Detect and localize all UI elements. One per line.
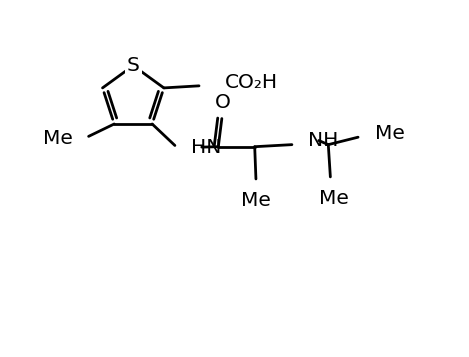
Text: Me: Me	[319, 189, 348, 208]
Text: CO₂H: CO₂H	[225, 73, 278, 92]
Text: Me: Me	[375, 124, 404, 144]
Text: NH: NH	[308, 131, 338, 150]
Text: Me: Me	[43, 129, 73, 148]
Text: S: S	[127, 56, 140, 75]
Text: O: O	[215, 92, 231, 111]
Text: HN: HN	[191, 137, 222, 157]
Text: Me: Me	[241, 191, 271, 210]
